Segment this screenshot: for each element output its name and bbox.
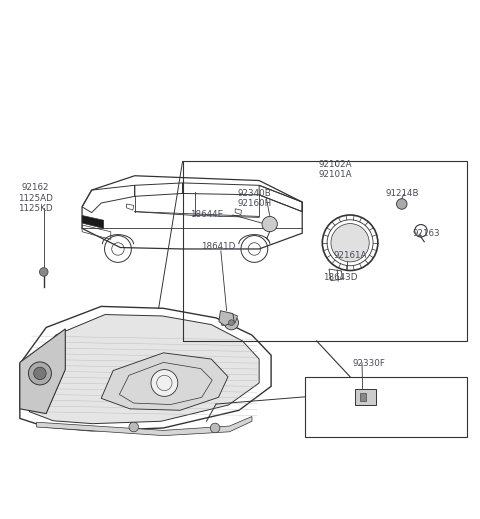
Polygon shape [219,311,234,325]
Text: 92340B
92160H: 92340B 92160H [237,188,272,208]
Bar [305,377,468,436]
Text: 91214B: 91214B [386,189,420,198]
Circle shape [129,422,139,432]
Polygon shape [36,416,252,435]
Circle shape [151,370,178,397]
Text: 92102A
92101A: 92102A 92101A [319,160,352,179]
Polygon shape [20,329,65,414]
Circle shape [28,362,51,385]
Polygon shape [221,313,238,325]
Text: 18644E: 18644E [190,211,223,220]
Bar [360,392,366,401]
Polygon shape [29,315,259,424]
Text: 18641D: 18641D [201,242,236,251]
Circle shape [262,216,277,232]
Text: 92162
1125AD
1125KD: 92162 1125AD 1125KD [18,183,53,213]
Text: 92161A: 92161A [333,251,367,260]
Text: 92163: 92163 [413,229,441,238]
Polygon shape [101,353,228,410]
Bar [355,389,376,404]
Text: 18643D: 18643D [323,273,358,282]
Circle shape [210,423,220,433]
Circle shape [34,367,46,379]
Circle shape [396,199,407,209]
Text: 92330F: 92330F [353,359,385,368]
Circle shape [228,320,234,325]
Bar [182,161,468,341]
Circle shape [331,224,369,262]
Circle shape [39,268,48,276]
Polygon shape [82,215,104,228]
Circle shape [224,316,239,330]
